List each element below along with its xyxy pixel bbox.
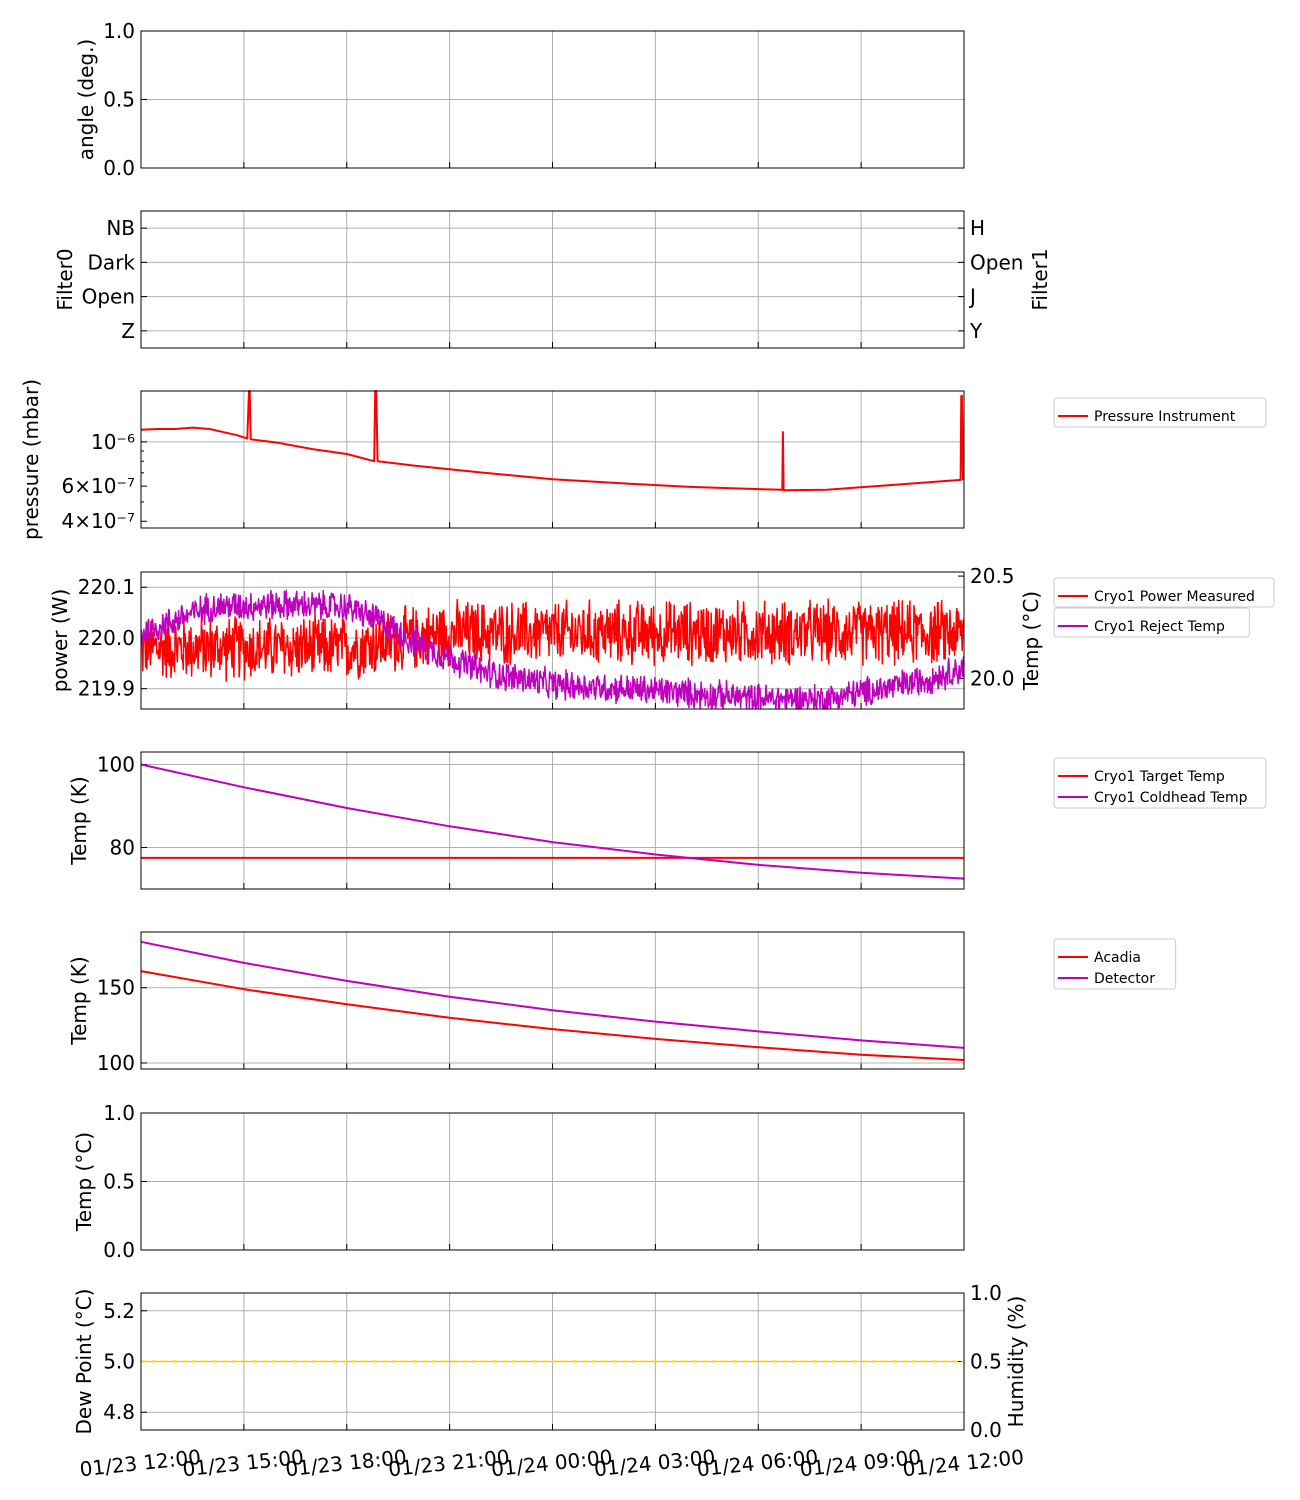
y-tick-label: 5.0: [103, 1350, 135, 1374]
y-tick-label: 220.0: [78, 626, 135, 650]
y-tick-label: Z: [121, 319, 135, 343]
legend-label: Acadia: [1094, 950, 1141, 966]
y-tick-label: 6×10⁻⁷: [61, 474, 135, 498]
y-tick-label-right: Open: [970, 250, 1023, 274]
series-detector: [140, 940, 965, 1049]
y-tick-label: 220.1: [78, 575, 135, 599]
y-axis-label: Temp (K): [67, 776, 91, 865]
y-axis-label: Temp (°C): [72, 1132, 96, 1232]
legend: Pressure Instrument: [1053, 397, 1267, 428]
axes-frame: [140, 390, 965, 529]
axes-frame: [140, 931, 965, 1070]
y-axis-label-right: Temp (°C): [1019, 591, 1043, 691]
legend-label: Cryo1 Power Measured: [1094, 589, 1255, 605]
y-tick-label: Dark: [88, 250, 136, 274]
series-cryo1-reject-temp: [140, 589, 965, 710]
y-tick-label-right: 0.5: [970, 1350, 1002, 1374]
axes-frame: [140, 751, 965, 890]
y-tick-label-right: H: [970, 216, 985, 240]
axes-frame: [140, 30, 965, 169]
y-tick-label-right: 0.0: [970, 1418, 1002, 1442]
y-tick-label-right: 1.0: [970, 1281, 1002, 1305]
legend-box: [1053, 938, 1177, 990]
legend-box: [1053, 577, 1275, 608]
series-pressure-instrument: [140, 390, 964, 492]
y-tick-label: 0.5: [103, 1170, 135, 1194]
legend: Cryo1 Power Measured: [1053, 577, 1275, 608]
y-axis-label: angle (deg.): [74, 39, 98, 161]
legend-box: [1053, 607, 1250, 638]
y-tick-label-right: 20.5: [970, 564, 1015, 588]
axes-frame: [140, 210, 965, 349]
axes-frame: [140, 571, 965, 710]
y-tick-label: 100: [97, 1051, 135, 1075]
y-tick-label: 0.5: [103, 88, 135, 112]
y-axis-label: power (W): [48, 589, 72, 693]
series-acadia: [140, 970, 965, 1061]
legend: Acadia Detector: [1053, 938, 1177, 990]
y-axis-label: Temp (K): [67, 956, 91, 1045]
y-tick-label: 80: [110, 835, 135, 859]
panel-dewpoint: 4.8 5.0 5.2 0.0 0.5 1.0 Dew Point (°C) Humidity…: [72, 1281, 1028, 1481]
y-tick-label-right: 20.0: [970, 666, 1015, 690]
y-tick-label: 150: [97, 976, 135, 1000]
legend-label: Cryo1 Target Temp: [1094, 769, 1225, 785]
y-axis-label-right: Humidity (%): [1004, 1296, 1028, 1428]
y-tick-label: 4.8: [103, 1400, 135, 1424]
y-tick-label: 1.0: [103, 1101, 135, 1125]
series-cryo1-coldhead-temp: [140, 763, 965, 880]
y-axis-label: pressure (mbar): [19, 379, 43, 540]
legend-box: [1053, 397, 1267, 428]
legend: Cryo1 Target Temp Cryo1 Coldhead Temp: [1053, 757, 1267, 809]
panel-cryo-power: 219.9 220.0 220.1 20.0 20.5 power (W) Temp (°C…: [48, 564, 1043, 710]
y-tick-label: 0.0: [103, 1238, 135, 1262]
y-tick-label: 219.9: [78, 677, 135, 701]
panel-pressure: 4×10⁻⁷ 6×10⁻⁷ 10⁻⁶ pressure (mbar): [19, 379, 965, 540]
panel-filters: Z Y Open J Dark Open NB H Filter0 Filter1: [53, 210, 1052, 349]
y-tick-label: 5.2: [103, 1299, 135, 1323]
y-tick-label: 10⁻⁶: [91, 430, 135, 454]
legend-label: Cryo1 Coldhead Temp: [1094, 790, 1248, 806]
y-tick-label-right: Y: [969, 319, 983, 343]
y-tick-label-right: J: [968, 285, 976, 309]
axes-frame: [140, 1292, 965, 1431]
legend: Cryo1 Reject Temp: [1053, 607, 1250, 638]
y-tick-label: 0.0: [103, 156, 135, 180]
series-cryo1-power-measured: [140, 598, 965, 683]
legend-label: Cryo1 Reject Temp: [1094, 619, 1225, 635]
y-tick-label: Open: [82, 285, 135, 309]
y-tick-label: 4×10⁻⁷: [61, 509, 135, 533]
legend-label: Pressure Instrument: [1094, 409, 1236, 425]
y-tick-label: NB: [106, 216, 135, 240]
y-tick-label: 100: [97, 752, 135, 776]
y-tick-label: 1.0: [103, 19, 135, 43]
legend-label: Detector: [1094, 971, 1155, 987]
y-axis-label: Filter0: [53, 248, 77, 310]
y-axis-label-right: Filter1: [1028, 248, 1052, 310]
axes-frame: [140, 1112, 965, 1251]
y-axis-label: Dew Point (°C): [72, 1288, 96, 1434]
panel-temp-c: 0.0 0.5 1.0 Temp (°C): [72, 1101, 965, 1262]
legend-box: [1053, 757, 1267, 809]
